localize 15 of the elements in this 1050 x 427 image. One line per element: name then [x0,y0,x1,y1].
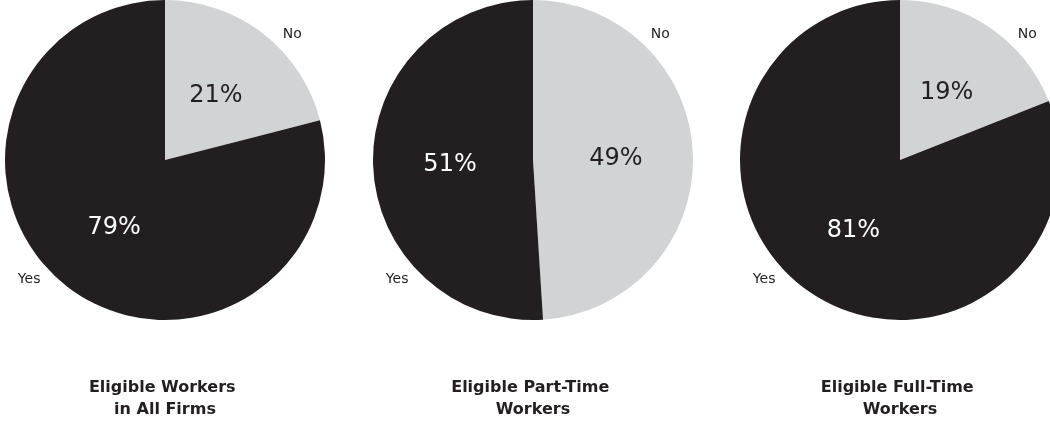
slice-label: No [650,24,670,41]
data-label: 49% [589,143,643,172]
slice-label: Yes [384,270,409,287]
slice-label: No [1017,24,1037,41]
text: Eligible Part-Time Workers [451,376,615,418]
text: Eligible Full-Time Workers [820,376,980,418]
data-label: 51% [423,148,477,177]
data-label: 19% [919,77,974,106]
data-label: 21% [189,80,243,109]
data-label: 79% [87,211,141,240]
slice-label: No [282,24,302,41]
text: Eligible Workers in All Firms [88,376,242,418]
slice-label: Yes [751,270,776,287]
data-label: 81% [826,214,881,243]
slice-label: Yes [16,270,41,287]
